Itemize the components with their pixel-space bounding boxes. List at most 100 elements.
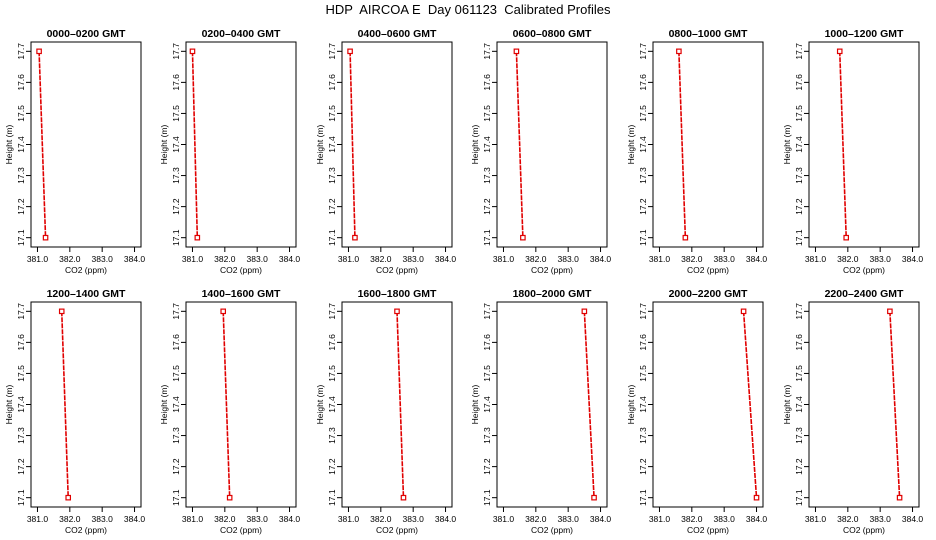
y-axis-label: Height (m): [315, 385, 325, 425]
y-tick-label: 17.6: [482, 74, 492, 91]
x-tick-label: 384.0: [279, 254, 301, 264]
x-tick-label: 382.0: [370, 254, 392, 264]
x-tick-label: 383.0: [558, 514, 580, 524]
y-tick-label: 17.6: [171, 334, 181, 351]
y-tick-label: 17.1: [171, 229, 181, 246]
y-tick-label: 17.3: [794, 427, 804, 444]
y-tick-label: 17.2: [482, 198, 492, 215]
y-tick-label: 17.5: [482, 365, 492, 382]
profile-line: [678, 51, 687, 238]
y-tick-label: 17.7: [327, 43, 337, 60]
y-tick-label: 17.3: [482, 167, 492, 184]
x-axis-label: CO2 (ppm): [531, 525, 573, 535]
y-axis-label: Height (m): [4, 385, 14, 425]
x-tick-label: 382.0: [214, 514, 236, 524]
y-tick-label: 17.7: [794, 43, 804, 60]
y-tick-label: 17.7: [482, 43, 492, 60]
x-tick-label: 384.0: [435, 254, 457, 264]
x-axis-label: CO2 (ppm): [376, 525, 418, 535]
x-tick-label: 383.0: [403, 514, 425, 524]
y-tick-label: 17.4: [171, 136, 181, 153]
y-tick-label: 17.3: [794, 167, 804, 184]
data-point: [394, 308, 400, 315]
x-tick-label: 381.0: [649, 254, 671, 264]
data-point: [682, 234, 689, 241]
y-tick-label: 17.2: [16, 458, 26, 475]
y-tick-label: 17.4: [794, 396, 804, 413]
y-tick-label: 17.4: [638, 136, 648, 153]
y-tick-label: 17.5: [171, 105, 181, 122]
y-axis-label: Height (m): [159, 385, 169, 425]
y-tick-label: 17.4: [638, 396, 648, 413]
y-axis-label: Height (m): [626, 385, 636, 425]
x-tick-label: 383.0: [247, 254, 269, 264]
y-tick-label: 17.1: [794, 489, 804, 506]
data-point: [347, 48, 353, 55]
x-tick-label: 383.0: [403, 254, 425, 264]
x-axis-label: CO2 (ppm): [376, 265, 418, 275]
y-tick-label: 17.1: [171, 489, 181, 506]
data-point: [189, 48, 196, 55]
y-tick-label: 17.3: [171, 167, 181, 184]
x-tick-label: 382.0: [214, 254, 236, 264]
y-tick-label: 17.2: [794, 458, 804, 475]
y-tick-label: 17.7: [16, 43, 26, 60]
y-tick-label: 17.5: [16, 365, 26, 382]
y-tick-label: 17.5: [327, 365, 337, 382]
y-tick-label: 17.5: [327, 105, 337, 122]
data-point: [42, 234, 49, 241]
profile-line: [838, 51, 848, 238]
panel-title: 1800–2000 GMT: [513, 288, 592, 300]
data-point: [753, 494, 760, 501]
x-axis-label: CO2 (ppm): [531, 265, 573, 275]
y-tick-label: 17.2: [327, 198, 337, 215]
x-tick-label: 381.0: [27, 514, 49, 524]
y-tick-label: 17.3: [16, 167, 26, 184]
x-tick-label: 381.0: [805, 254, 827, 264]
x-tick-label: 381.0: [27, 254, 49, 264]
x-tick-label: 384.0: [746, 514, 768, 524]
x-tick-label: 382.0: [525, 514, 547, 524]
y-tick-label: 17.6: [327, 334, 337, 351]
y-axis-label: Height (m): [315, 125, 325, 165]
y-tick-label: 17.4: [327, 136, 337, 153]
profile-line: [349, 51, 356, 238]
panel-frame: [341, 41, 453, 248]
y-tick-label: 17.6: [327, 74, 337, 91]
y-tick-label: 17.7: [638, 303, 648, 320]
y-tick-label: 17.6: [482, 334, 492, 351]
y-tick-label: 17.3: [327, 167, 337, 184]
panel-frame: [496, 301, 608, 508]
x-tick-label: 382.0: [837, 254, 859, 264]
panel-title: 1000–1200 GMT: [825, 28, 904, 40]
y-tick-label: 17.1: [16, 229, 26, 246]
x-axis-label: CO2 (ppm): [220, 525, 262, 535]
panel-frame: [808, 41, 920, 248]
data-point: [896, 494, 903, 501]
data-point: [591, 494, 597, 501]
y-tick-label: 17.3: [171, 427, 181, 444]
y-tick-label: 17.1: [16, 489, 26, 506]
data-point: [58, 308, 65, 315]
y-tick-label: 17.6: [638, 74, 648, 91]
y-tick-label: 17.7: [171, 303, 181, 320]
y-tick-label: 17.5: [794, 105, 804, 122]
profile-line: [583, 311, 595, 498]
y-tick-label: 17.5: [794, 365, 804, 382]
y-tick-label: 17.6: [16, 74, 26, 91]
y-tick-label: 17.4: [16, 396, 26, 413]
y-tick-label: 17.3: [638, 427, 648, 444]
x-axis-label: CO2 (ppm): [687, 525, 729, 535]
x-tick-label: 383.0: [247, 514, 269, 524]
profile-line: [396, 311, 405, 498]
y-tick-label: 17.6: [794, 74, 804, 91]
data-point: [220, 308, 227, 315]
data-point: [36, 48, 42, 55]
y-tick-label: 17.6: [794, 334, 804, 351]
x-tick-label: 384.0: [124, 254, 146, 264]
panel-frame: [185, 41, 297, 248]
y-axis-label: Height (m): [782, 125, 792, 165]
y-tick-label: 17.5: [638, 365, 648, 382]
y-tick-label: 17.3: [638, 167, 648, 184]
x-tick-label: 384.0: [902, 254, 924, 264]
